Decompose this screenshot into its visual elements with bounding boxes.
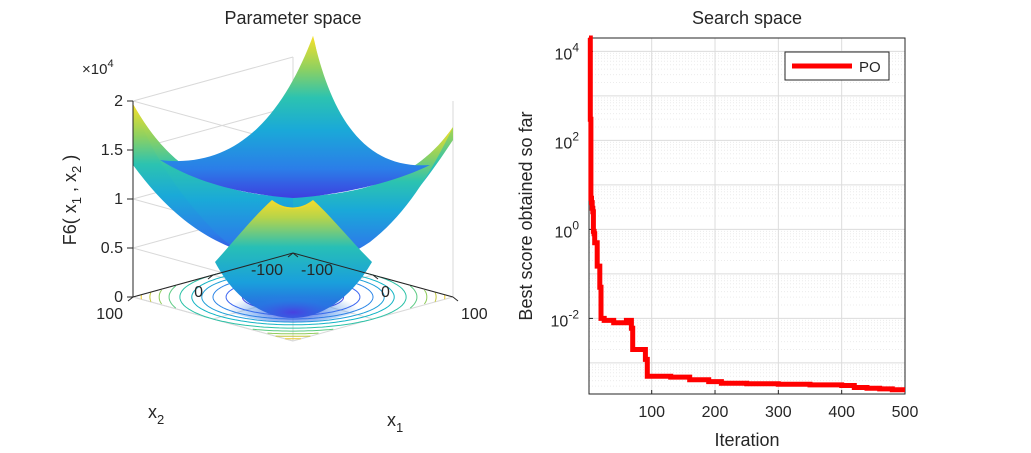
z-axis-label: F6( x1 , x2 ) [60,155,84,246]
contour-line [158,259,428,335]
surface-minimum-glow [218,278,368,322]
x1-tick-mark [452,296,459,302]
z-tick-label: 1.5 [101,142,123,159]
z-tick-label: 1 [114,191,123,208]
convergence-plot: Search space 100 200 300 400 500 104 102 100 10-… [516,8,918,450]
x1-tick-mark [372,274,379,280]
surface-title: Parameter space [224,8,361,28]
x-tick-label: 100 [638,404,665,421]
z-axis: 0 0.5 1 1.5 2 [101,93,134,306]
z-multiplier-exp: 4 [107,58,113,70]
convergence-x-label: Iteration [714,430,779,450]
surface-plot: Parameter space 0 0.5 1 1.5 2 ×104 F6( x1 , … [60,8,488,435]
y-tick-label: 104 [555,40,580,63]
x1-tick-label: -100 [301,262,333,279]
convergence-grid [589,37,906,395]
convergence-title: Search space [692,8,802,28]
x1-tick-label: 100 [461,306,488,323]
x-axis-label: x1 [387,410,403,435]
surface-mesh [133,36,453,322]
x2-tick-mark [127,296,134,302]
x2-tick-label: 0 [194,284,203,301]
convergence-axes-box [588,37,906,395]
x1-tick-label: 0 [381,284,390,301]
surface-peak-back [160,36,430,198]
x1-tick-mark [292,252,299,258]
legend: PO [784,51,890,81]
y-tick-label: 10-2 [551,307,580,330]
z-tick-label: 0 [114,289,123,306]
z-multiplier-base: ×104 [82,58,114,78]
legend-label-po: PO [859,59,881,76]
x-tick-label: 200 [702,404,729,421]
x2-tick-label: 100 [96,306,123,323]
contour-line [191,268,395,326]
y-tick-label: 102 [555,129,580,152]
convergence-ticks: 100 200 300 400 500 104 102 100 10-2 [551,40,919,421]
x-tick-label: 300 [765,404,792,421]
x-tick-label: 400 [828,404,855,421]
convergence-y-label: Best score obtained so far [516,111,536,320]
y-axis-label: x2 [148,402,164,427]
x-tick-label: 500 [892,404,919,421]
contour-line [140,254,446,340]
z-tick-label: 0.5 [101,240,123,257]
z-tick-label: 2 [114,93,123,110]
contour-line [149,257,437,337]
x2-tick-mark [207,274,214,280]
x2-tick-label: -100 [251,262,283,279]
surface-front-peak [272,200,313,209]
y-tick-label: 100 [555,218,580,241]
series-po-line [587,35,905,393]
contour-line [168,262,418,332]
x2-tick-mark [287,252,294,258]
